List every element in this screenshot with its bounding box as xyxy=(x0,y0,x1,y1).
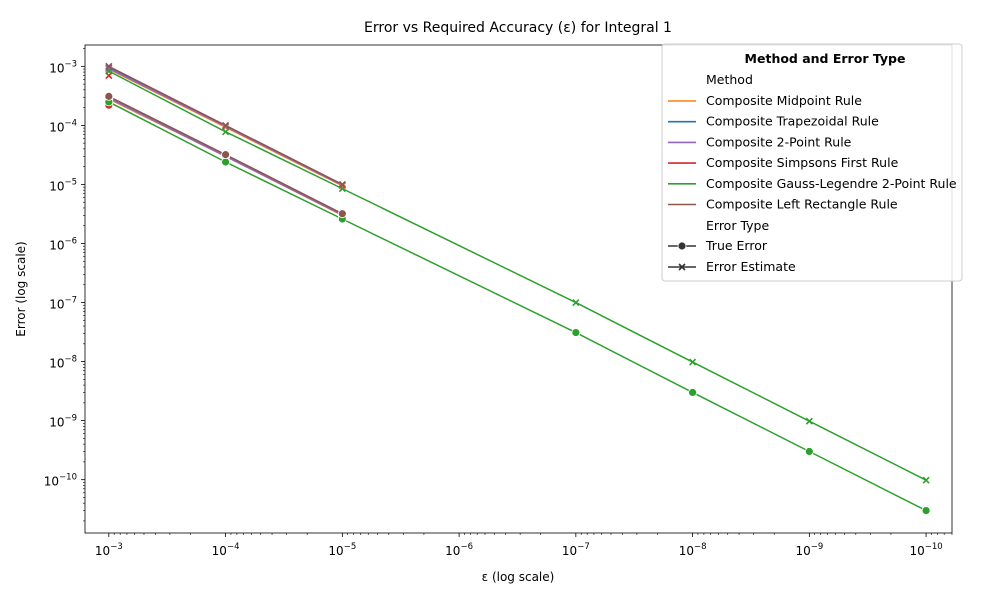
y-axis-label: Error (log scale) xyxy=(14,241,28,336)
plot-frame xyxy=(84,44,953,534)
y-tick-label-base: 10 xyxy=(49,298,64,312)
x-tick-label-exponent: −7 xyxy=(577,542,590,552)
y-tick-label-base: 10 xyxy=(49,61,64,75)
x-tick-label-base: 10 xyxy=(562,544,577,558)
error-estimate-point xyxy=(222,128,230,136)
x-tick-label-exponent: −9 xyxy=(811,542,824,552)
x-tick-label: 10−3 xyxy=(95,542,123,558)
y-tick-label-base: 10 xyxy=(49,120,64,134)
legend-box xyxy=(661,43,963,282)
legend-error-type-label: Error Estimate xyxy=(706,259,796,274)
x-tick-label: 10−5 xyxy=(328,542,356,558)
y-tick-label: 10−7 xyxy=(49,296,77,312)
error-estimate-point xyxy=(689,358,697,366)
x-tick-label-base: 10 xyxy=(795,544,810,558)
legend-circle-marker xyxy=(677,241,687,251)
y-tick-label-exponent: −3 xyxy=(64,59,77,69)
x-tick-label-exponent: −4 xyxy=(227,542,240,552)
legend-method-label: Composite Left Rectangle Rule xyxy=(706,197,898,212)
x-tick-label-exponent: −8 xyxy=(694,542,707,552)
error-estimate-point xyxy=(805,417,813,425)
y-tick-label-base: 10 xyxy=(49,416,64,430)
x-tick-label-base: 10 xyxy=(95,544,110,558)
x-tick-label: 10−8 xyxy=(679,542,707,558)
legend-method-label: Composite Simpsons First Rule xyxy=(706,155,899,170)
x-tick-label-base: 10 xyxy=(909,544,924,558)
x-tick-label-base: 10 xyxy=(445,544,460,558)
legend-title: Method and Error Type xyxy=(745,51,906,66)
legend-method-label: Composite Midpoint Rule xyxy=(706,93,862,108)
legend-error-header: Error Type xyxy=(706,218,769,233)
y-tick-label-exponent: −10 xyxy=(59,473,77,483)
y-axis: 10−310−410−510−610−710−810−910−10 xyxy=(44,48,85,522)
legend-x-marker xyxy=(678,263,686,271)
x-tick-label: 10−9 xyxy=(795,542,823,558)
true-error-point xyxy=(104,91,114,101)
legend-method-label: Composite 2-Point Rule xyxy=(706,134,852,149)
legend-method-label: Composite Trapezoidal Rule xyxy=(706,114,879,129)
y-tick-label-base: 10 xyxy=(49,179,64,193)
y-tick-label: 10−8 xyxy=(49,355,77,371)
x-tick-label-base: 10 xyxy=(328,544,343,558)
y-tick-label-exponent: −5 xyxy=(64,177,77,187)
legend-error-type-label: True Error xyxy=(705,238,768,253)
x-tick-label-exponent: −3 xyxy=(110,542,123,552)
y-tick-label-base: 10 xyxy=(44,475,59,489)
error-estimate-point xyxy=(922,476,930,484)
x-tick-label: 10−7 xyxy=(562,542,590,558)
y-tick-label-base: 10 xyxy=(49,357,64,371)
x-tick-label-exponent: −6 xyxy=(460,542,473,552)
error-estimate-point xyxy=(105,64,113,73)
true-error-point xyxy=(221,157,230,167)
y-tick-label-exponent: −4 xyxy=(64,118,77,128)
plot-markers xyxy=(104,62,931,515)
y-tick-label-exponent: −7 xyxy=(64,296,77,306)
true-error-point xyxy=(921,506,931,515)
y-tick-label: 10−4 xyxy=(49,118,77,134)
y-tick-label-base: 10 xyxy=(49,238,64,252)
y-tick-label: 10−10 xyxy=(44,473,77,489)
true-error-point xyxy=(337,209,347,219)
true-error-point xyxy=(221,150,230,160)
y-tick-label-exponent: −6 xyxy=(64,236,77,246)
error-estimate-point xyxy=(572,298,580,307)
y-tick-label: 10−3 xyxy=(49,59,77,75)
y-tick-label: 10−6 xyxy=(49,236,77,252)
error-estimate-point xyxy=(338,180,346,189)
error-estimate-point xyxy=(105,62,113,70)
y-tick-label: 10−9 xyxy=(49,414,77,430)
x-tick-label: 10−4 xyxy=(212,542,240,558)
true-error-point xyxy=(688,388,697,397)
y-tick-label-exponent: −8 xyxy=(64,355,77,365)
x-tick-label-base: 10 xyxy=(679,544,694,558)
y-tick-label-exponent: −9 xyxy=(64,414,77,424)
legend-method-label: Composite Gauss-Legendre 2-Point Rule xyxy=(706,176,957,191)
true-error-point xyxy=(571,328,581,337)
x-tick-label-exponent: −5 xyxy=(344,542,357,552)
legend: Method and Error Type Method Composite M… xyxy=(661,43,963,282)
y-tick-label: 10−5 xyxy=(49,177,77,193)
true-error-point xyxy=(804,447,814,456)
legend-methods: Composite Midpoint Rule Composite Trapezo… xyxy=(668,93,957,212)
legend-error-types: True Error Error Estimate xyxy=(668,238,796,274)
x-tick-label: 10−6 xyxy=(445,542,473,558)
x-tick-label-base: 10 xyxy=(212,544,227,558)
legend-method-header: Method xyxy=(706,72,753,87)
x-tick-label: 10−10 xyxy=(909,542,942,558)
x-axis: 10−3 10−4 10−5 10−6 10−7 10−8 10−9 10−10 xyxy=(95,533,953,558)
error-estimate-point xyxy=(222,121,230,129)
x-tick-label-exponent: −10 xyxy=(925,542,943,552)
x-axis-label: ε (log scale) xyxy=(482,570,555,584)
chart-title: Error vs Required Accuracy (ε) for Integ… xyxy=(364,20,672,36)
